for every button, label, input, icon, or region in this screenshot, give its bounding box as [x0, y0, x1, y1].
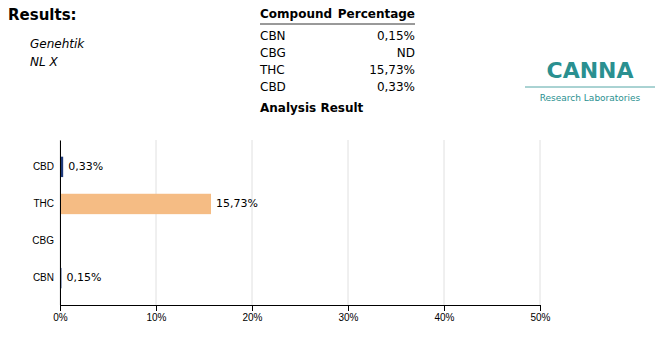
table-cell: ND — [397, 46, 415, 60]
data-label: 0,15% — [66, 271, 101, 284]
x-tick-mark — [348, 305, 349, 311]
x-tick-label: 0% — [53, 312, 68, 323]
table-header: Compound — [260, 7, 332, 21]
y-tick-label: CBD — [33, 161, 54, 172]
grid-line — [156, 140, 157, 305]
table-title: Analysis Result — [260, 101, 364, 115]
y-tick: THC — [33, 198, 60, 209]
x-tick-mark — [60, 305, 61, 311]
x-tick-mark — [252, 305, 253, 311]
data-label: 0,33% — [68, 160, 103, 173]
x-tick-label: 10% — [146, 312, 166, 323]
subtitle: NL X — [30, 55, 58, 69]
x-tick: 0% — [53, 305, 68, 323]
x-tick-mark — [156, 305, 157, 311]
table-cell: CBN — [260, 29, 286, 43]
x-tick-mark — [444, 305, 445, 311]
x-axis: 0% 10% 20% 30% 40% 50% — [53, 305, 550, 323]
table-cell: 15,73% — [369, 63, 415, 77]
table-cell: THC — [259, 63, 285, 77]
data-label: 15,73% — [216, 197, 258, 210]
grid — [60, 140, 540, 305]
grid-line — [444, 140, 445, 305]
x-tick-label: 50% — [530, 312, 550, 323]
table-rule — [260, 24, 415, 25]
logo-rule — [525, 87, 655, 88]
y-axis: CBD THC CBG CBN — [32, 141, 60, 306]
x-tick-label: 20% — [242, 312, 262, 323]
x-tick: 30% — [338, 305, 358, 323]
table-header: Percentage — [338, 7, 415, 21]
bars — [60, 157, 211, 289]
y-tick: CBN — [33, 272, 60, 283]
x-tick: 20% — [242, 305, 262, 323]
x-tick-label: 40% — [434, 312, 454, 323]
logo: CANNA Research Laboratories — [525, 58, 655, 103]
y-axis-line — [60, 141, 61, 306]
chart-container: Results: Genehtik NL X Compound Percentage CB… — [0, 0, 665, 342]
x-axis-line — [61, 306, 541, 312]
data-labels: 0,33% 15,73% 0,15% — [66, 160, 258, 284]
annotation: CANNA — [546, 58, 633, 83]
x-tick-mark — [540, 305, 541, 311]
grid-line — [348, 140, 349, 305]
subtitle: Genehtik — [30, 37, 85, 51]
x-tick: 40% — [434, 305, 454, 323]
table-cell: CBD — [260, 80, 286, 94]
y-tick-label: CBG — [32, 235, 54, 246]
title: Results: — [8, 6, 77, 24]
table-cell: CBG — [260, 46, 286, 60]
bar — [60, 194, 211, 214]
x-tick-label: 30% — [338, 312, 358, 323]
x-tick: 50% — [530, 305, 550, 323]
chart-svg: Results: Genehtik NL X Compound Percentage CB… — [0, 0, 665, 342]
y-tick: CBD — [33, 161, 60, 172]
table: Compound Percentage CBN 0,15% CBG ND THC 15,73%… — [259, 7, 415, 115]
table-cell: 0,15% — [377, 29, 415, 43]
y-tick: CBG — [32, 235, 60, 246]
grid-line — [60, 140, 61, 305]
table-cell: 0,33% — [377, 80, 415, 94]
grid-line — [540, 140, 541, 305]
grid-line — [252, 140, 253, 305]
y-tick-label: THC — [33, 198, 54, 209]
annotation: Research Laboratories — [540, 93, 641, 103]
x-tick: 10% — [146, 305, 166, 323]
y-tick-label: CBN — [33, 272, 54, 283]
